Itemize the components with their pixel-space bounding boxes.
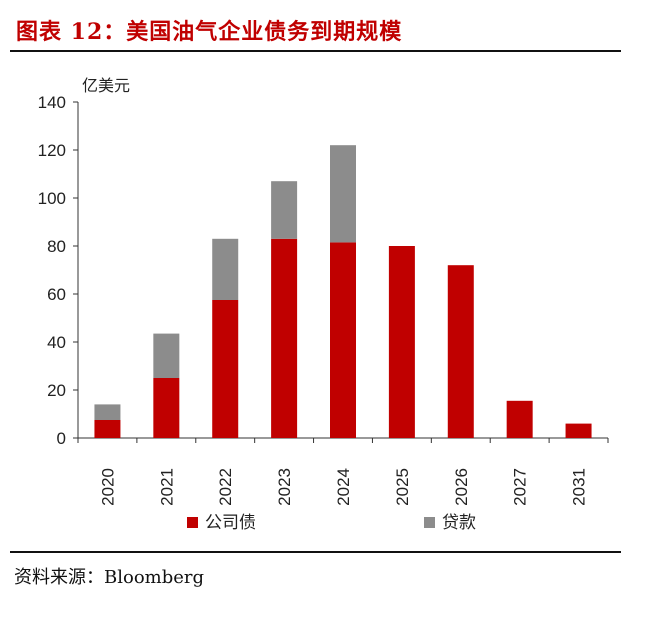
bar-loan: [94, 404, 121, 420]
bar-bond: [94, 420, 121, 438]
bar-bond: [565, 423, 592, 438]
bar-bond: [153, 378, 180, 438]
figure-title: 图表 12：美国油气企业债务到期规模: [16, 19, 403, 45]
bar-loan: [330, 145, 356, 243]
x-tick-label: 2021: [157, 468, 176, 506]
x-tick-label: 2025: [393, 468, 412, 506]
bar-bond: [212, 300, 239, 438]
source-rule: [10, 551, 621, 553]
bar-loan: [271, 181, 298, 239]
legend-label: 贷款: [442, 513, 476, 533]
x-tick-label: 2024: [334, 468, 353, 506]
bar-bond: [506, 400, 533, 438]
legend-swatch: [424, 517, 435, 528]
bar-bond: [271, 238, 298, 438]
source-note: 资料来源：Bloomberg: [14, 567, 205, 588]
x-tick-label: 2031: [570, 468, 589, 506]
y-tick-label: 100: [38, 189, 66, 208]
y-tick-label: 60: [47, 285, 66, 304]
x-tick-label: 2020: [98, 468, 117, 506]
bar-bond: [388, 246, 415, 438]
x-tick-label: 2026: [452, 468, 471, 506]
bar-loan: [153, 333, 180, 378]
legend-swatch: [187, 517, 198, 528]
x-tick-label: 2027: [511, 468, 530, 506]
legend-label: 公司债: [205, 513, 256, 533]
y-tick-label: 80: [47, 237, 66, 256]
title-rule: [10, 50, 621, 52]
y-tick-label: 140: [38, 93, 66, 112]
bar-bond: [330, 242, 356, 438]
y-tick-label: 20: [47, 381, 66, 400]
y-axis-unit: 亿美元: [82, 76, 131, 95]
y-tick-label: 40: [47, 333, 66, 352]
bar-loan: [212, 238, 239, 300]
bar-bond: [447, 265, 474, 438]
y-tick-label: 120: [38, 141, 66, 160]
x-tick-label: 2023: [275, 468, 294, 506]
y-tick-label: 0: [57, 429, 66, 448]
x-tick-label: 2022: [216, 468, 235, 506]
